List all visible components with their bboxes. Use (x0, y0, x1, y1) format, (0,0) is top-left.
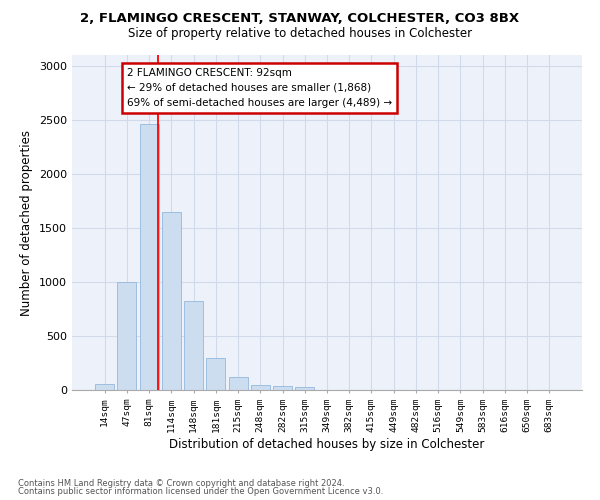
X-axis label: Distribution of detached houses by size in Colchester: Distribution of detached houses by size … (169, 438, 485, 450)
Bar (118, 282, 136, 390)
Bar (95, 384, 114, 390)
Bar (184, 302, 203, 390)
Text: Contains HM Land Registry data © Crown copyright and database right 2024.: Contains HM Land Registry data © Crown c… (18, 478, 344, 488)
Text: Size of property relative to detached houses in Colchester: Size of property relative to detached ho… (128, 28, 472, 40)
Y-axis label: Number of detached properties: Number of detached properties (20, 130, 34, 316)
Bar (251, 384, 270, 390)
Text: Contains public sector information licensed under the Open Government Licence v3: Contains public sector information licen… (18, 488, 383, 496)
Bar (295, 387, 314, 390)
Bar (206, 358, 225, 390)
Text: 2 FLAMINGO CRESCENT: 92sqm
← 29% of detached houses are smaller (1,868)
69% of s: 2 FLAMINGO CRESCENT: 92sqm ← 29% of deta… (127, 68, 392, 108)
Bar (162, 212, 181, 390)
Text: 2, FLAMINGO CRESCENT, STANWAY, COLCHESTER, CO3 8BX: 2, FLAMINGO CRESCENT, STANWAY, COLCHESTE… (80, 12, 520, 26)
Bar (229, 377, 248, 390)
Bar (140, 124, 158, 390)
Bar (273, 386, 292, 390)
